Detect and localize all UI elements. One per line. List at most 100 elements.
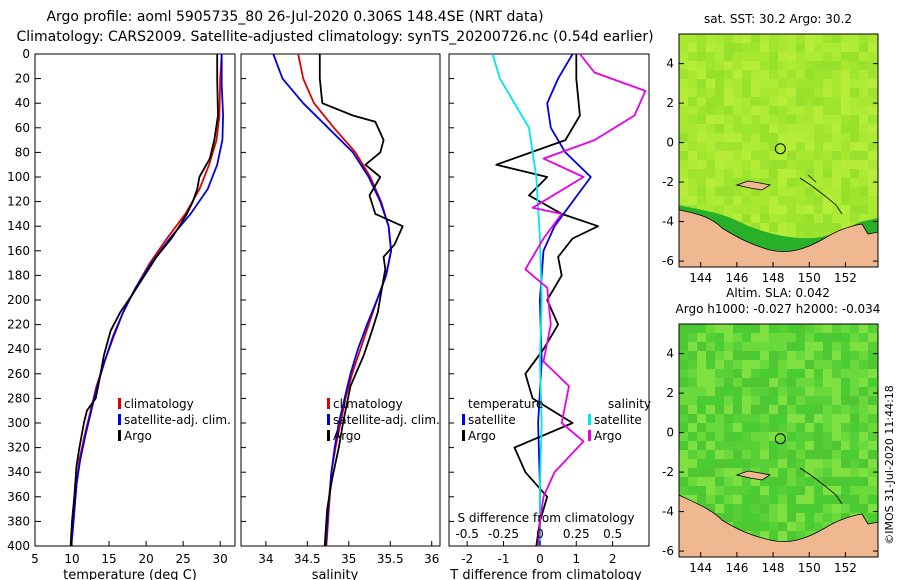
map-cell (679, 106, 688, 115)
map-cell (787, 61, 796, 70)
depth-tick-label: 320 (7, 441, 30, 455)
map-cell (841, 477, 850, 486)
map-cell (733, 34, 742, 43)
map-cell (724, 124, 733, 133)
map-cell (787, 477, 796, 486)
map-cell (796, 423, 805, 432)
depth-tick-label: 80 (15, 145, 30, 159)
map-cell (679, 477, 688, 486)
series-line-satellite-adj-clim- (70, 54, 225, 546)
map-cell (823, 34, 832, 43)
map-cell (832, 423, 841, 432)
map-cell (832, 369, 841, 378)
map-cell (688, 432, 697, 441)
depth-tick-label: 300 (7, 416, 30, 430)
map-cell (832, 34, 841, 43)
depth-tick-label: 400 (7, 539, 30, 553)
map-cell (778, 187, 787, 196)
map-cell (787, 223, 796, 232)
map-cell (832, 513, 841, 522)
map-cell (841, 342, 850, 351)
map-cell (751, 187, 760, 196)
map-cell (706, 486, 715, 495)
map-cell (697, 333, 706, 342)
map-cell (787, 196, 796, 205)
map-cell (841, 351, 850, 360)
map-cell (859, 196, 868, 205)
map-cell (805, 70, 814, 79)
difference-legend: temperature salinity satellite Argo sate… (462, 397, 651, 443)
map-cell (787, 450, 796, 459)
map-cell (850, 324, 859, 333)
map-cell (760, 531, 769, 540)
map-cell (733, 522, 742, 531)
map-cell (760, 34, 769, 43)
map-cell (760, 360, 769, 369)
map-cell (832, 324, 841, 333)
map-cell (814, 34, 823, 43)
map-cell (823, 52, 832, 61)
x-tick-label: 35.5 (377, 552, 404, 566)
map-cell (850, 214, 859, 223)
map-cell (850, 450, 859, 459)
map-cell (778, 115, 787, 124)
map-cell (778, 324, 787, 333)
map-cell (697, 486, 706, 495)
map-cell (760, 468, 769, 477)
depth-tick-label: 200 (7, 293, 30, 307)
map-cell (796, 432, 805, 441)
map-cell (715, 396, 724, 405)
map-cell (742, 414, 751, 423)
map-cell (715, 369, 724, 378)
map-cell (868, 43, 877, 52)
map-cell (832, 142, 841, 151)
map-cell (787, 124, 796, 133)
map-cell (823, 459, 832, 468)
map-cell (760, 504, 769, 513)
map-cell (724, 441, 733, 450)
map-cell (733, 432, 742, 441)
map-cell (751, 205, 760, 214)
map-cell (823, 342, 832, 351)
map-cell (742, 97, 751, 106)
map-cell (841, 387, 850, 396)
map-cell (805, 477, 814, 486)
map-cell (679, 423, 688, 432)
map-cell (868, 187, 877, 196)
map-cell (688, 423, 697, 432)
temperature-legend-argo: Argo (124, 429, 152, 443)
map-cell (841, 79, 850, 88)
map-cell (868, 133, 877, 142)
map-cell (724, 513, 733, 522)
map-cell (733, 324, 742, 333)
sst-map (679, 34, 878, 267)
map-cell (697, 378, 706, 387)
map-cell (742, 450, 751, 459)
map-cell (769, 106, 778, 115)
map-cell (868, 70, 877, 79)
map-cell (724, 450, 733, 459)
map-cell (715, 450, 724, 459)
map-cell (868, 405, 877, 414)
map-cell (850, 61, 859, 70)
depth-tick-label: 240 (7, 342, 30, 356)
map-cell (769, 513, 778, 522)
map-cell (859, 450, 868, 459)
map-cell (868, 52, 877, 61)
copyright-stamp: ©IMOS 31-Jul-2020 11:44:18 (883, 385, 896, 545)
map-cell (706, 477, 715, 486)
map-cell (769, 223, 778, 232)
map-cell (724, 486, 733, 495)
map-cell (814, 324, 823, 333)
series-line-argo (318, 54, 404, 546)
map-cell (814, 423, 823, 432)
map-cell (868, 450, 877, 459)
map-cell (859, 495, 868, 504)
map-cell (859, 115, 868, 124)
map-cell (742, 369, 751, 378)
map-cell (814, 504, 823, 513)
map-cell (742, 52, 751, 61)
map-cell (751, 441, 760, 450)
map-cell (787, 459, 796, 468)
map-cell (679, 79, 688, 88)
